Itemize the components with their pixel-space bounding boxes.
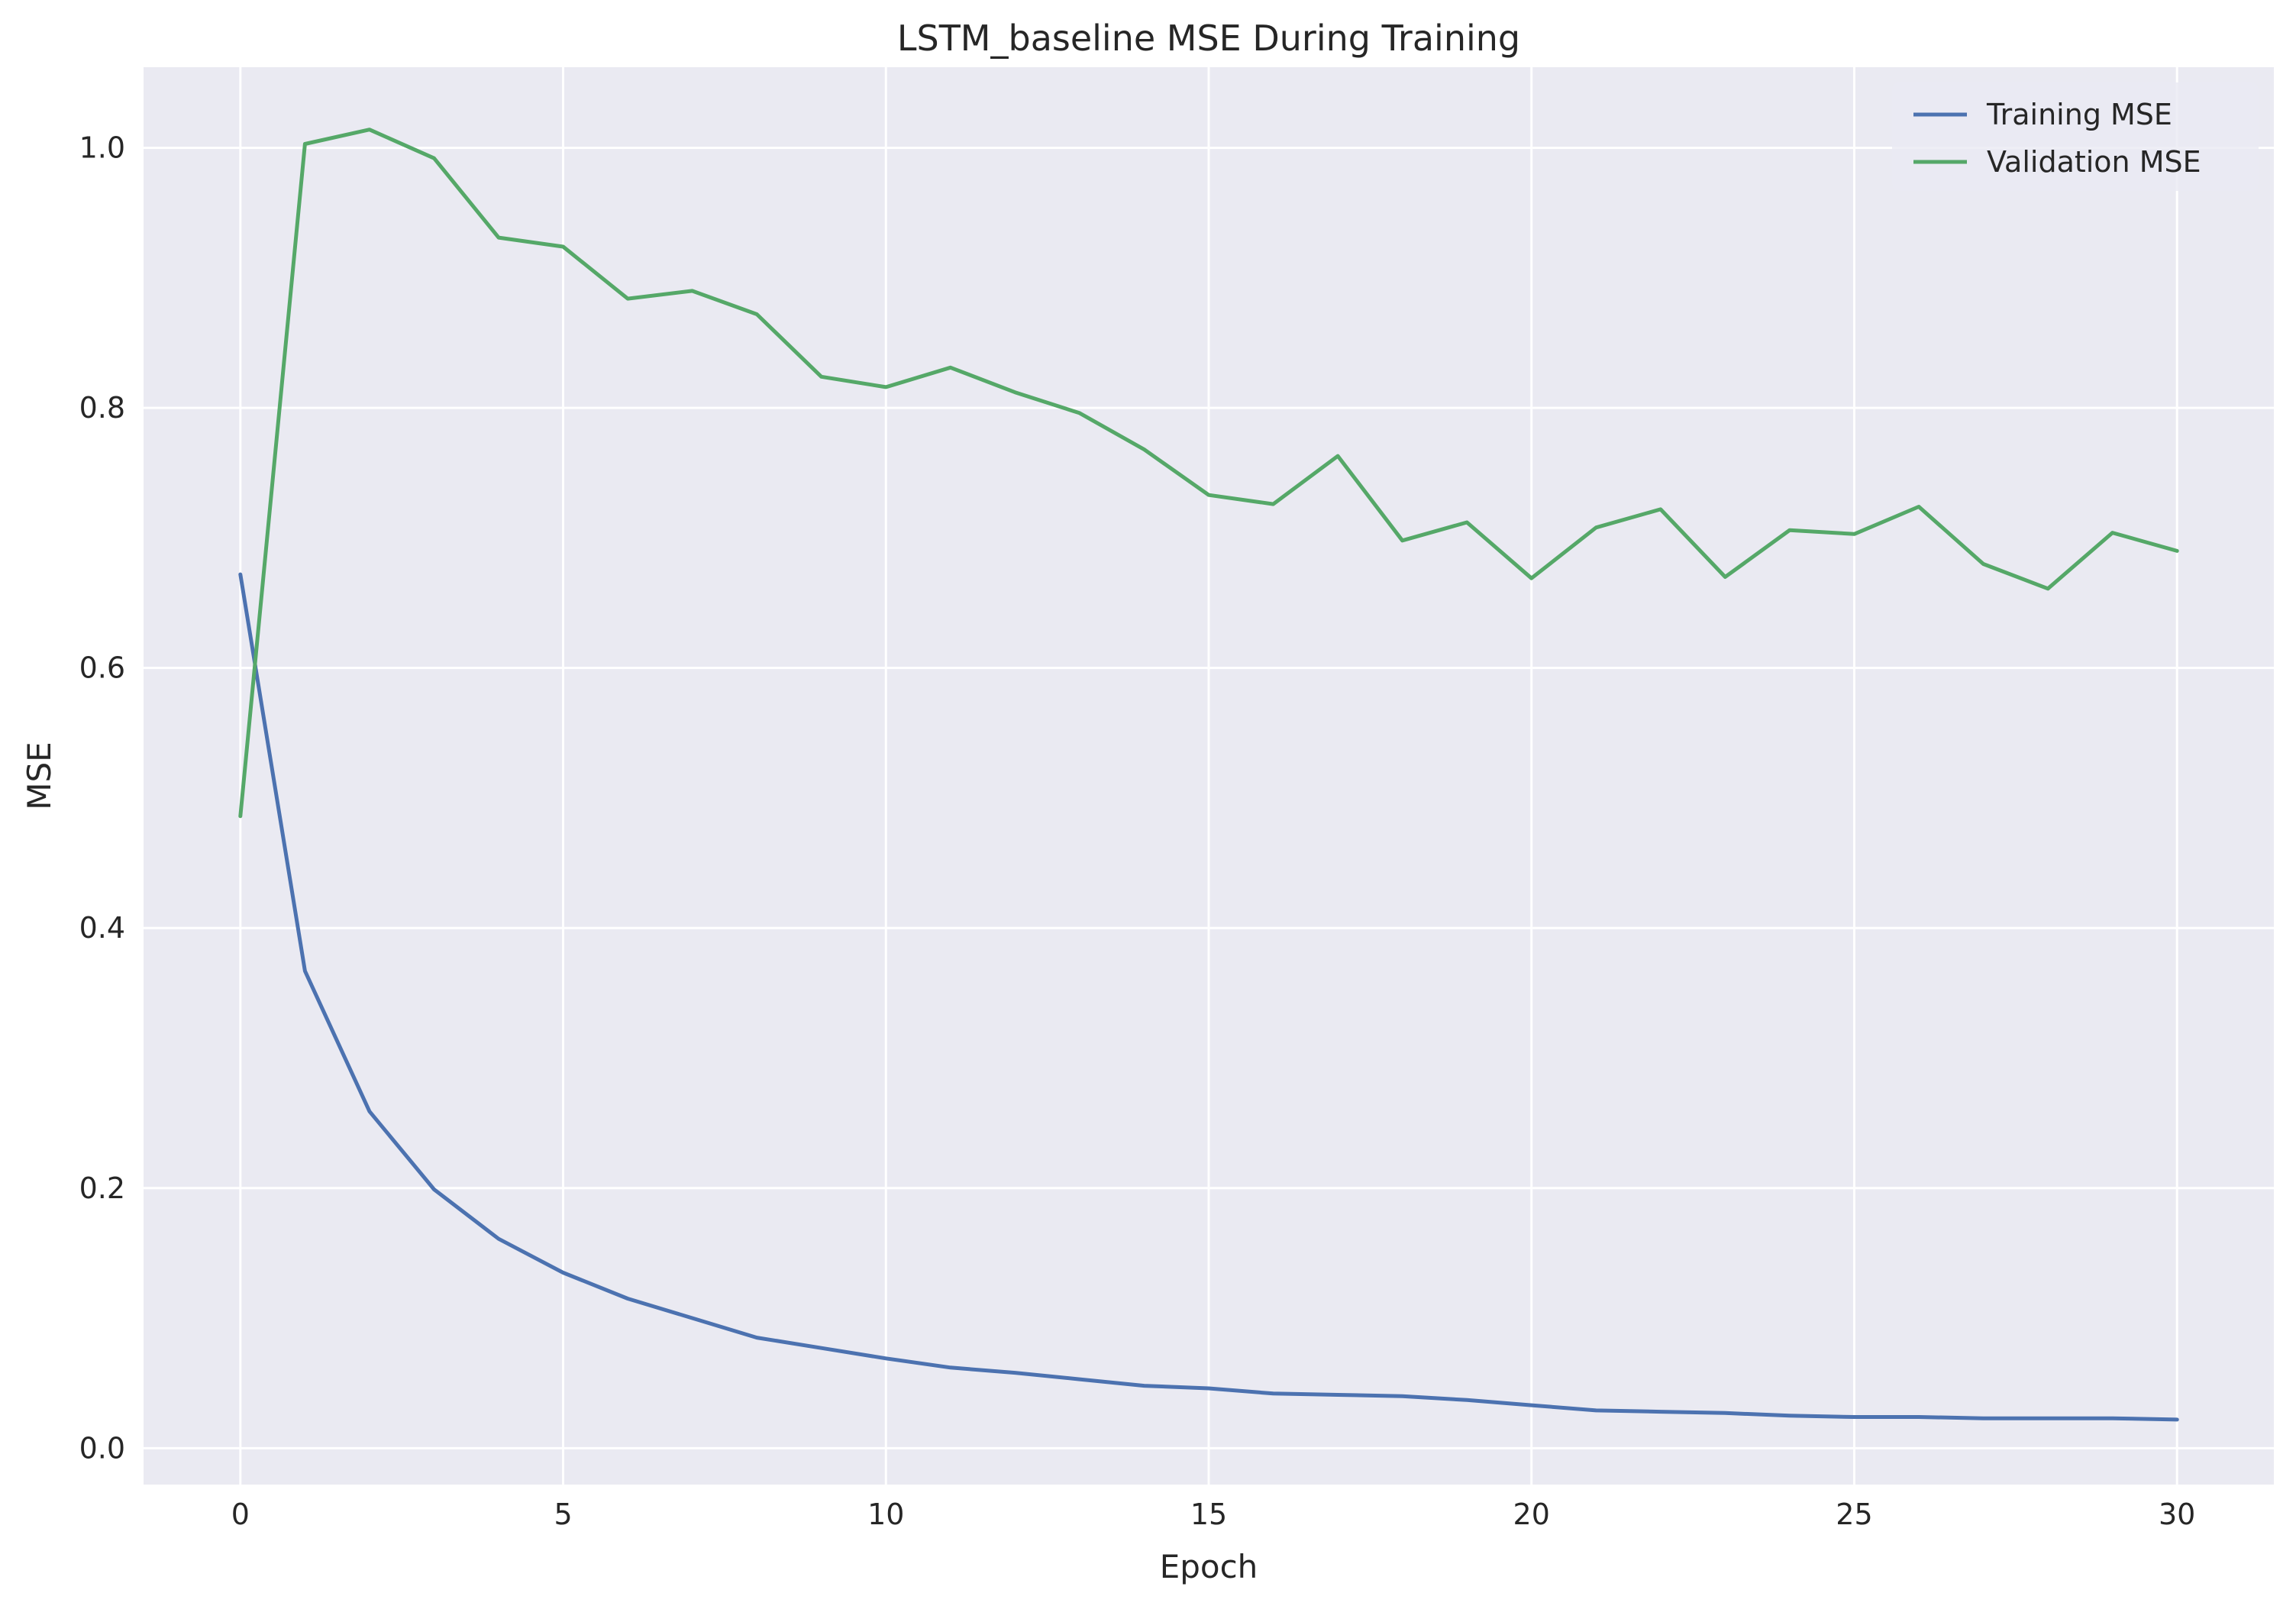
series-line-training [238, 572, 2179, 1422]
legend-box [1892, 82, 2259, 191]
x-tick-label: 20 [1513, 1498, 1550, 1531]
x-tick-label: 25 [1836, 1498, 1872, 1531]
y-tick-label: 0.2 [79, 1171, 125, 1205]
x-tick-label: 5 [554, 1498, 572, 1531]
x-axis-label: Epoch [1160, 1548, 1258, 1585]
legend: Training MSE Validation MSE [1892, 82, 2259, 191]
x-tick-labels: 0 5 10 15 20 25 30 [231, 1498, 2196, 1531]
y-tick-label: 1.0 [79, 131, 125, 165]
y-tick-label: 0.6 [79, 651, 125, 685]
x-tick-label: 0 [231, 1498, 250, 1531]
series-line-validation [238, 128, 2179, 819]
y-tick-label: 0.8 [79, 391, 125, 425]
y-axis-label: MSE [21, 742, 58, 809]
x-tick-label: 30 [2159, 1498, 2195, 1531]
chart-title: LSTM_baseline MSE During Training [897, 18, 1520, 59]
x-tick-label: 10 [867, 1498, 904, 1531]
legend-label-training: Training MSE [1986, 98, 2172, 131]
y-tick-label: 0.4 [79, 911, 125, 945]
grid [144, 67, 2274, 1485]
y-tick-labels: 0.0 0.2 0.4 0.6 0.8 1.0 [79, 131, 125, 1465]
series-lines [238, 128, 2179, 1422]
y-tick-label: 0.0 [79, 1431, 125, 1465]
legend-label-validation: Validation MSE [1987, 145, 2201, 179]
x-tick-label: 15 [1190, 1498, 1227, 1531]
